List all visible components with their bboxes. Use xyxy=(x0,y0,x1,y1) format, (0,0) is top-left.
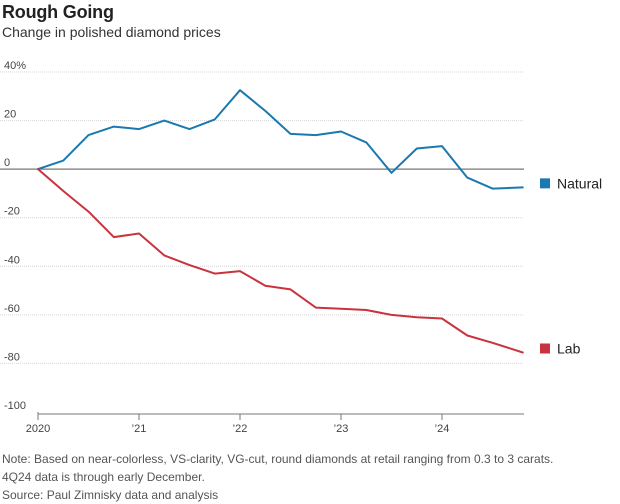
x-tick-label: 2020 xyxy=(26,423,50,435)
x-tick-label: ’21 xyxy=(132,423,147,435)
source-text: Source: Paul Zimnisky data and analysis xyxy=(2,488,219,502)
y-tick-label: 40% xyxy=(4,60,26,72)
x-tick-label: ’23 xyxy=(334,423,349,435)
y-tick-label: -100 xyxy=(4,400,26,412)
legend-swatch-lab xyxy=(540,343,550,354)
y-tick-label: 0 xyxy=(4,157,10,169)
y-tick-label: -20 xyxy=(4,206,20,218)
legend-label-lab: Lab xyxy=(557,341,581,357)
series-line-natural xyxy=(37,89,524,190)
note-text-continued: 4Q24 data is through early December. xyxy=(2,470,205,484)
chart-title: Rough Going xyxy=(2,2,114,22)
chart-subtitle: Change in polished diamond prices xyxy=(2,24,221,40)
y-tick-label: -40 xyxy=(4,254,20,266)
x-tick-label: ’24 xyxy=(435,423,450,435)
series-line-lab xyxy=(37,168,524,354)
y-tick-label: -80 xyxy=(4,351,20,363)
y-tick-label: -60 xyxy=(4,303,20,315)
chart-notes: Note: Based on near-colorless, VS-clarit… xyxy=(2,450,553,504)
y-tick-label: 20 xyxy=(4,109,16,121)
note-text: Note: Based on near-colorless, VS-clarit… xyxy=(2,452,554,466)
x-tick-label: ’22 xyxy=(233,423,248,435)
legend-label-natural: Natural xyxy=(557,175,602,191)
legend-swatch-natural xyxy=(540,178,550,189)
